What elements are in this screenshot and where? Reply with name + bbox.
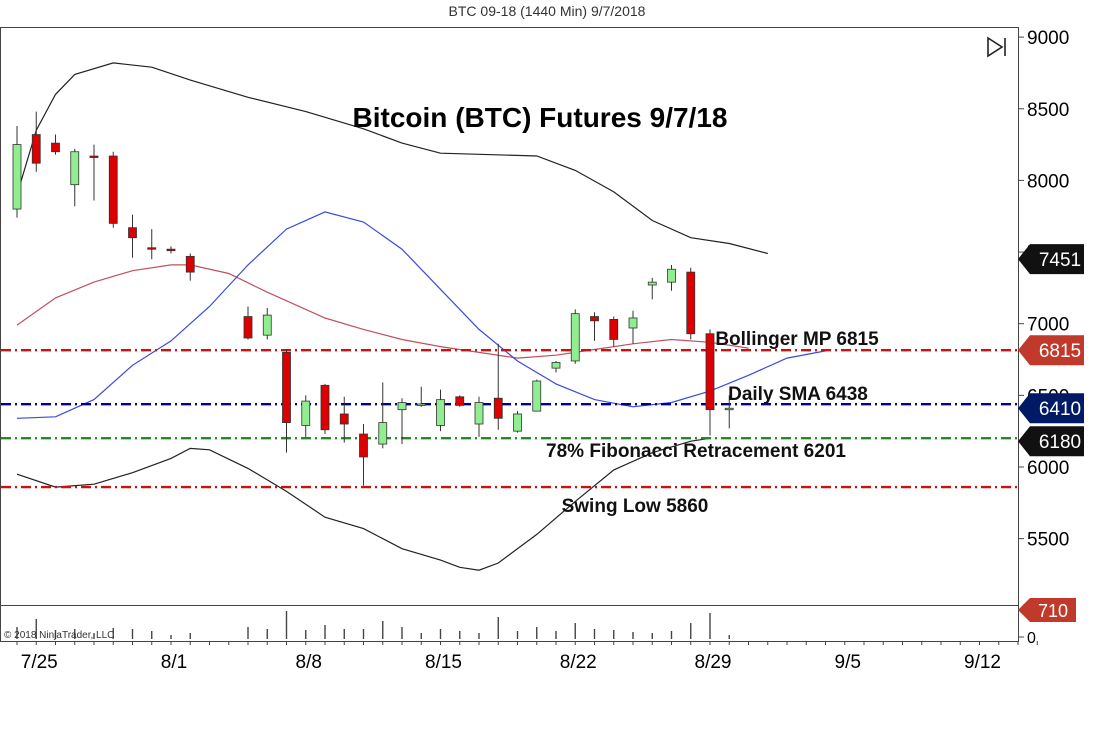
candle-down bbox=[166, 248, 176, 252]
date-tick-label: 8/15 bbox=[425, 652, 462, 673]
date-tick-label: 8/8 bbox=[296, 652, 322, 673]
window-title: BTC 09-18 (1440 Min) 9/7/2018 bbox=[448, 3, 646, 19]
level-labels: Bollinger MP 6815 Daily SMA 6438 78% Fibon… bbox=[546, 329, 879, 517]
volume-tag: 710 bbox=[1038, 601, 1068, 621]
fib-tag-shape bbox=[1018, 426, 1084, 457]
candle-up bbox=[378, 422, 388, 445]
sma-line bbox=[16, 211, 826, 419]
price-tags: 7451 6815 6410 6180 710 bbox=[1018, 244, 1084, 622]
date-tick-label: 9/5 bbox=[835, 652, 861, 673]
candle-up bbox=[532, 380, 542, 412]
date-tick-label: 8/1 bbox=[161, 652, 187, 673]
candle-up bbox=[647, 281, 657, 286]
candle-down bbox=[147, 247, 157, 250]
candle-up bbox=[628, 317, 638, 329]
candle-down bbox=[705, 333, 715, 411]
volume-tag-shape bbox=[1018, 598, 1076, 622]
candle-down bbox=[89, 155, 99, 158]
candle-down bbox=[339, 413, 349, 425]
candle-down bbox=[128, 227, 137, 239]
candle-up bbox=[12, 144, 22, 210]
date-tick-label: 8/22 bbox=[560, 652, 597, 673]
last-price-tag-shape bbox=[1018, 244, 1084, 275]
price-tick-label: 6000 bbox=[1027, 458, 1069, 479]
skip-to-end-icon[interactable] bbox=[987, 36, 1006, 58]
candle-down bbox=[359, 433, 368, 458]
last-price-tag: 7451 bbox=[1039, 250, 1081, 271]
candle-up bbox=[70, 151, 80, 186]
candle-down bbox=[31, 134, 41, 164]
price-tick-label: 5500 bbox=[1027, 530, 1069, 551]
candle-down bbox=[590, 316, 599, 322]
candle-up bbox=[397, 402, 407, 411]
price-tick-label: 8500 bbox=[1027, 100, 1069, 121]
candle-up bbox=[570, 313, 580, 362]
candle-down bbox=[493, 397, 503, 419]
chart-title: Bitcoin (BTC) Futures 9/7/18 bbox=[353, 102, 728, 133]
candle-up bbox=[724, 407, 734, 411]
level-lines bbox=[1, 349, 1018, 489]
candle-down bbox=[108, 155, 118, 224]
candle-down bbox=[185, 255, 195, 273]
copyright-text: © 2018 NinjaTrader, LLC bbox=[4, 630, 114, 641]
candle-down bbox=[455, 396, 465, 406]
fib-tag: 6180 bbox=[1039, 432, 1081, 453]
date-tick-label: 7/25 bbox=[21, 652, 58, 673]
candle-up bbox=[416, 403, 426, 406]
sma-tag: 6410 bbox=[1039, 399, 1081, 420]
candle-up bbox=[301, 400, 311, 426]
candle-down bbox=[320, 384, 330, 431]
level-label: 78% Fibonacci Retracement 6201 bbox=[546, 441, 846, 462]
level-label: Bollinger MP 6815 bbox=[715, 329, 879, 350]
volume-bars bbox=[16, 611, 730, 639]
candle-up bbox=[262, 314, 272, 336]
candle-down bbox=[686, 271, 696, 335]
bollinger-tag: 6815 bbox=[1039, 341, 1081, 362]
indicator-lines bbox=[16, 62, 826, 571]
date-axis: 7/258/18/88/158/228/299/59/129/199/2610/… bbox=[16, 641, 1038, 673]
volume-panel-frame bbox=[0, 605, 1019, 642]
candle-down bbox=[609, 319, 619, 340]
candle-up bbox=[513, 413, 522, 432]
candle-up bbox=[474, 402, 484, 425]
bollinger-middle-line bbox=[16, 264, 749, 359]
date-tick-label: 9/12 bbox=[964, 652, 1001, 673]
candle-up bbox=[551, 361, 561, 369]
sma-tag-shape bbox=[1018, 393, 1084, 424]
candle-down bbox=[282, 351, 291, 423]
bollinger-lower-line bbox=[16, 437, 711, 571]
candle-down bbox=[243, 316, 253, 339]
candle-down bbox=[51, 142, 60, 153]
candle-up bbox=[667, 268, 676, 283]
candle-up bbox=[436, 399, 445, 426]
bollinger-tag-shape bbox=[1018, 335, 1084, 366]
date-tick-label: 8/29 bbox=[695, 652, 732, 673]
candlesticks bbox=[12, 111, 734, 486]
level-label: Daily SMA 6438 bbox=[728, 384, 868, 405]
bollinger-upper-line bbox=[16, 62, 768, 255]
volume-tick-label: 0 bbox=[1027, 630, 1036, 647]
price-tick-label: 8000 bbox=[1027, 171, 1069, 192]
price-tick-label: 7000 bbox=[1027, 315, 1069, 336]
price-tick-label: 9000 bbox=[1027, 28, 1069, 49]
level-label: Swing Low 5860 bbox=[562, 496, 709, 517]
